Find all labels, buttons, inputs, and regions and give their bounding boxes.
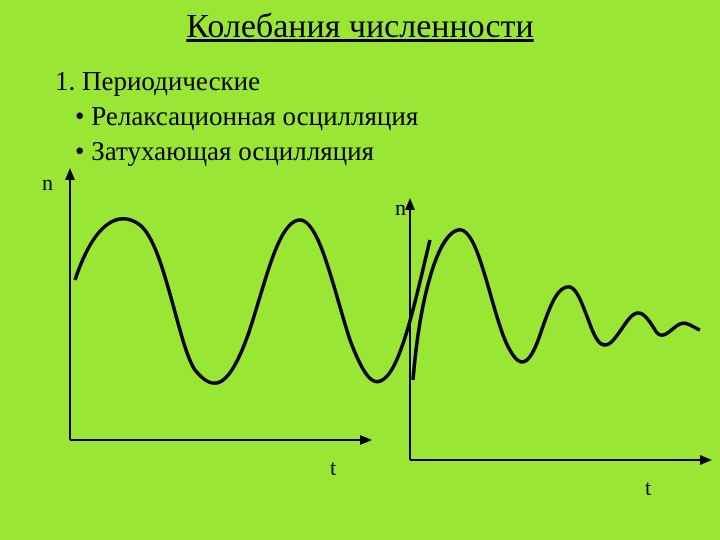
bullet-text: Затухающая осцилляция [91,136,374,166]
right-curve [413,230,700,380]
charts-svg [0,165,720,505]
charts-area: n t n t [0,165,720,485]
bullet-marker: • [75,101,91,131]
right-chart-axes [405,198,712,465]
left-curve [75,219,430,383]
left-x-label: t [330,455,336,481]
right-x-label: t [645,475,651,501]
right-y-label: n [395,195,406,221]
bullet-item: • Затухающая осцилляция [75,136,720,167]
bullet-item: • Релаксационная осцилляция [75,101,720,132]
left-chart-axes [65,168,372,445]
page-title: Колебания численности [0,0,720,56]
bullet-marker: • [75,136,91,166]
bullet-text: Релаксационная осцилляция [91,101,418,131]
left-y-label: n [42,170,53,196]
section-heading: 1. Периодические [55,66,720,97]
